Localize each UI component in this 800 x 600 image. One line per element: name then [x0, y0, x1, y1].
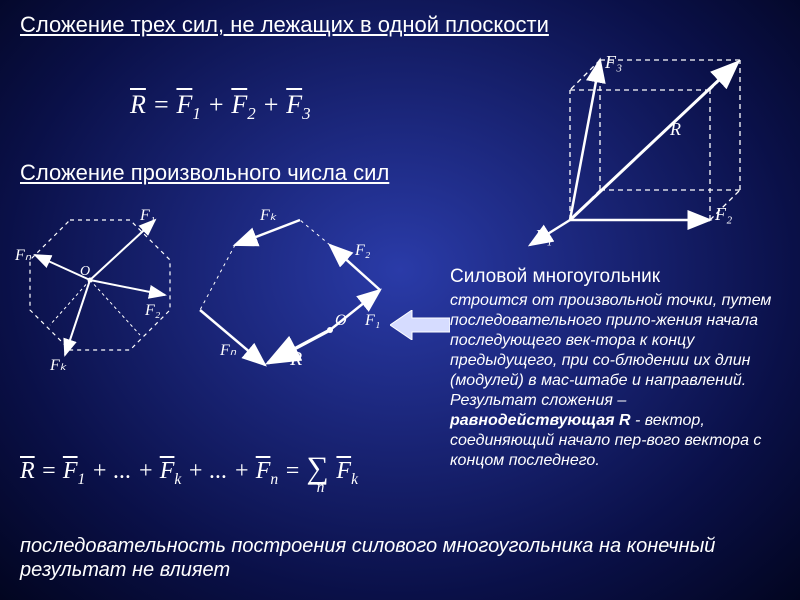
body-text: строится от произвольной точки, путем по…: [450, 291, 790, 471]
subtitle: Сложение произвольного числа сил: [20, 160, 389, 186]
label-o-poly: O: [335, 312, 347, 329]
label-f1: F₁: [534, 226, 552, 246]
label-f1-star: F₁: [139, 207, 155, 224]
label-f2-poly: F₂: [354, 242, 371, 259]
label-fk-poly: Fₖ: [259, 207, 277, 224]
page-title: Сложение трех сил, не лежащих в одной пл…: [20, 12, 549, 38]
label-r-poly: R: [289, 348, 302, 370]
caption: Силовой многоугольник: [450, 265, 790, 289]
label-f2: F₂: [714, 204, 732, 224]
label-f2-star: F₂: [144, 302, 161, 319]
label-fn-star: Fₙ: [14, 247, 32, 264]
formula-three-forces: R = F1 + F2 + F3: [130, 90, 311, 124]
label-f3: F₃: [604, 52, 622, 72]
label-o-star: O: [80, 264, 90, 279]
label-fk-star: Fₖ: [49, 357, 67, 374]
label-f1-poly: F₁: [364, 312, 380, 329]
label-fn-poly: Fₙ: [219, 342, 237, 359]
formula-n-forces: R = F1 + ... + Fk + ... + Fn = ∑nFk: [20, 450, 358, 489]
forces-star-diagram: O F₁ F₂ Fₙ Fₖ: [10, 200, 190, 380]
force-polygon-diagram: O F₁ F₂ Fₖ Fₙ R: [180, 190, 410, 390]
force-polygon-explanation: Силовой многоугольник строится от произв…: [450, 265, 790, 471]
footer-note: последовательность построения силового м…: [20, 534, 780, 582]
label-r: R: [669, 119, 681, 139]
parallelepiped-diagram: F₁ F₂ F₃ R: [510, 50, 760, 250]
pointer-arrow-icon: [390, 310, 450, 340]
